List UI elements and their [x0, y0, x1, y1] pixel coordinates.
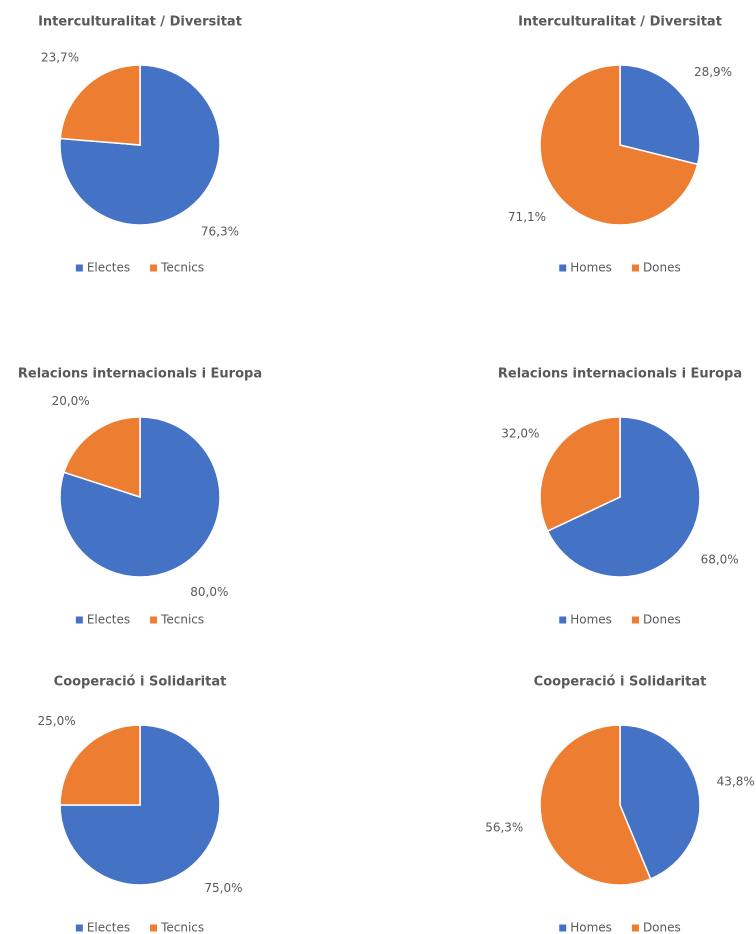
data-label: 76,3%: [201, 224, 239, 238]
legend-label: Electes: [87, 921, 130, 934]
legend-swatch: [631, 264, 639, 272]
legend-swatch: [150, 924, 158, 932]
data-label: 56,3%: [485, 820, 523, 834]
legend-label: Homes: [570, 921, 612, 934]
pie-slice: [539, 416, 621, 533]
data-label: 23,7%: [41, 51, 79, 65]
chart-title: Relacions internacionals i Europa: [18, 367, 262, 382]
data-label: 28,9%: [694, 65, 732, 79]
chart-title: Interculturalitat / Diversitat: [518, 15, 722, 30]
pie-slice: [546, 416, 701, 578]
data-label: 68,0%: [701, 553, 739, 567]
data-label: 32,0%: [501, 426, 539, 440]
data-label: 75,0%: [204, 881, 242, 895]
legend-label: Tecnics: [160, 261, 204, 275]
legend-label: Tecnics: [160, 921, 204, 934]
legend-label: Homes: [570, 261, 612, 275]
chart-title: Interculturalitat / Diversitat: [38, 15, 242, 30]
data-label: 80,0%: [190, 585, 228, 599]
pie-slice: [62, 416, 141, 499]
legend-swatch: [150, 264, 158, 272]
legend-label: Dones: [643, 261, 681, 275]
pie-slice: [59, 724, 141, 806]
chart-title: Cooperació i Solidaritat: [54, 675, 227, 690]
pie-slice: [539, 64, 699, 226]
pie-slice: [539, 724, 652, 886]
data-label: 20,0%: [52, 394, 90, 408]
legend-swatch: [559, 616, 567, 624]
legend-label: Electes: [87, 613, 130, 627]
legend-label: Tecnics: [160, 613, 204, 627]
data-label: 25,0%: [37, 714, 75, 728]
pie-slice: [59, 64, 141, 146]
legend-swatch: [631, 616, 639, 624]
legend-swatch: [559, 264, 567, 272]
chart-title: Cooperació i Solidaritat: [534, 675, 707, 690]
legend-label: Dones: [643, 613, 681, 627]
data-label: 71,1%: [508, 210, 546, 224]
legend-label: Homes: [570, 613, 612, 627]
chart-title: Relacions internacionals i Europa: [498, 367, 742, 382]
legend-swatch: [150, 616, 158, 624]
data-label: 43,8%: [717, 775, 755, 789]
legend-label: Dones: [643, 921, 681, 934]
legend-swatch: [75, 616, 83, 624]
pie-slice: [619, 724, 701, 880]
legend-label: Electes: [87, 261, 130, 275]
legend-swatch: [75, 264, 83, 272]
legend-swatch: [631, 924, 639, 932]
legend-swatch: [75, 924, 83, 932]
pie-slice: [619, 64, 701, 166]
legend-swatch: [559, 924, 567, 932]
